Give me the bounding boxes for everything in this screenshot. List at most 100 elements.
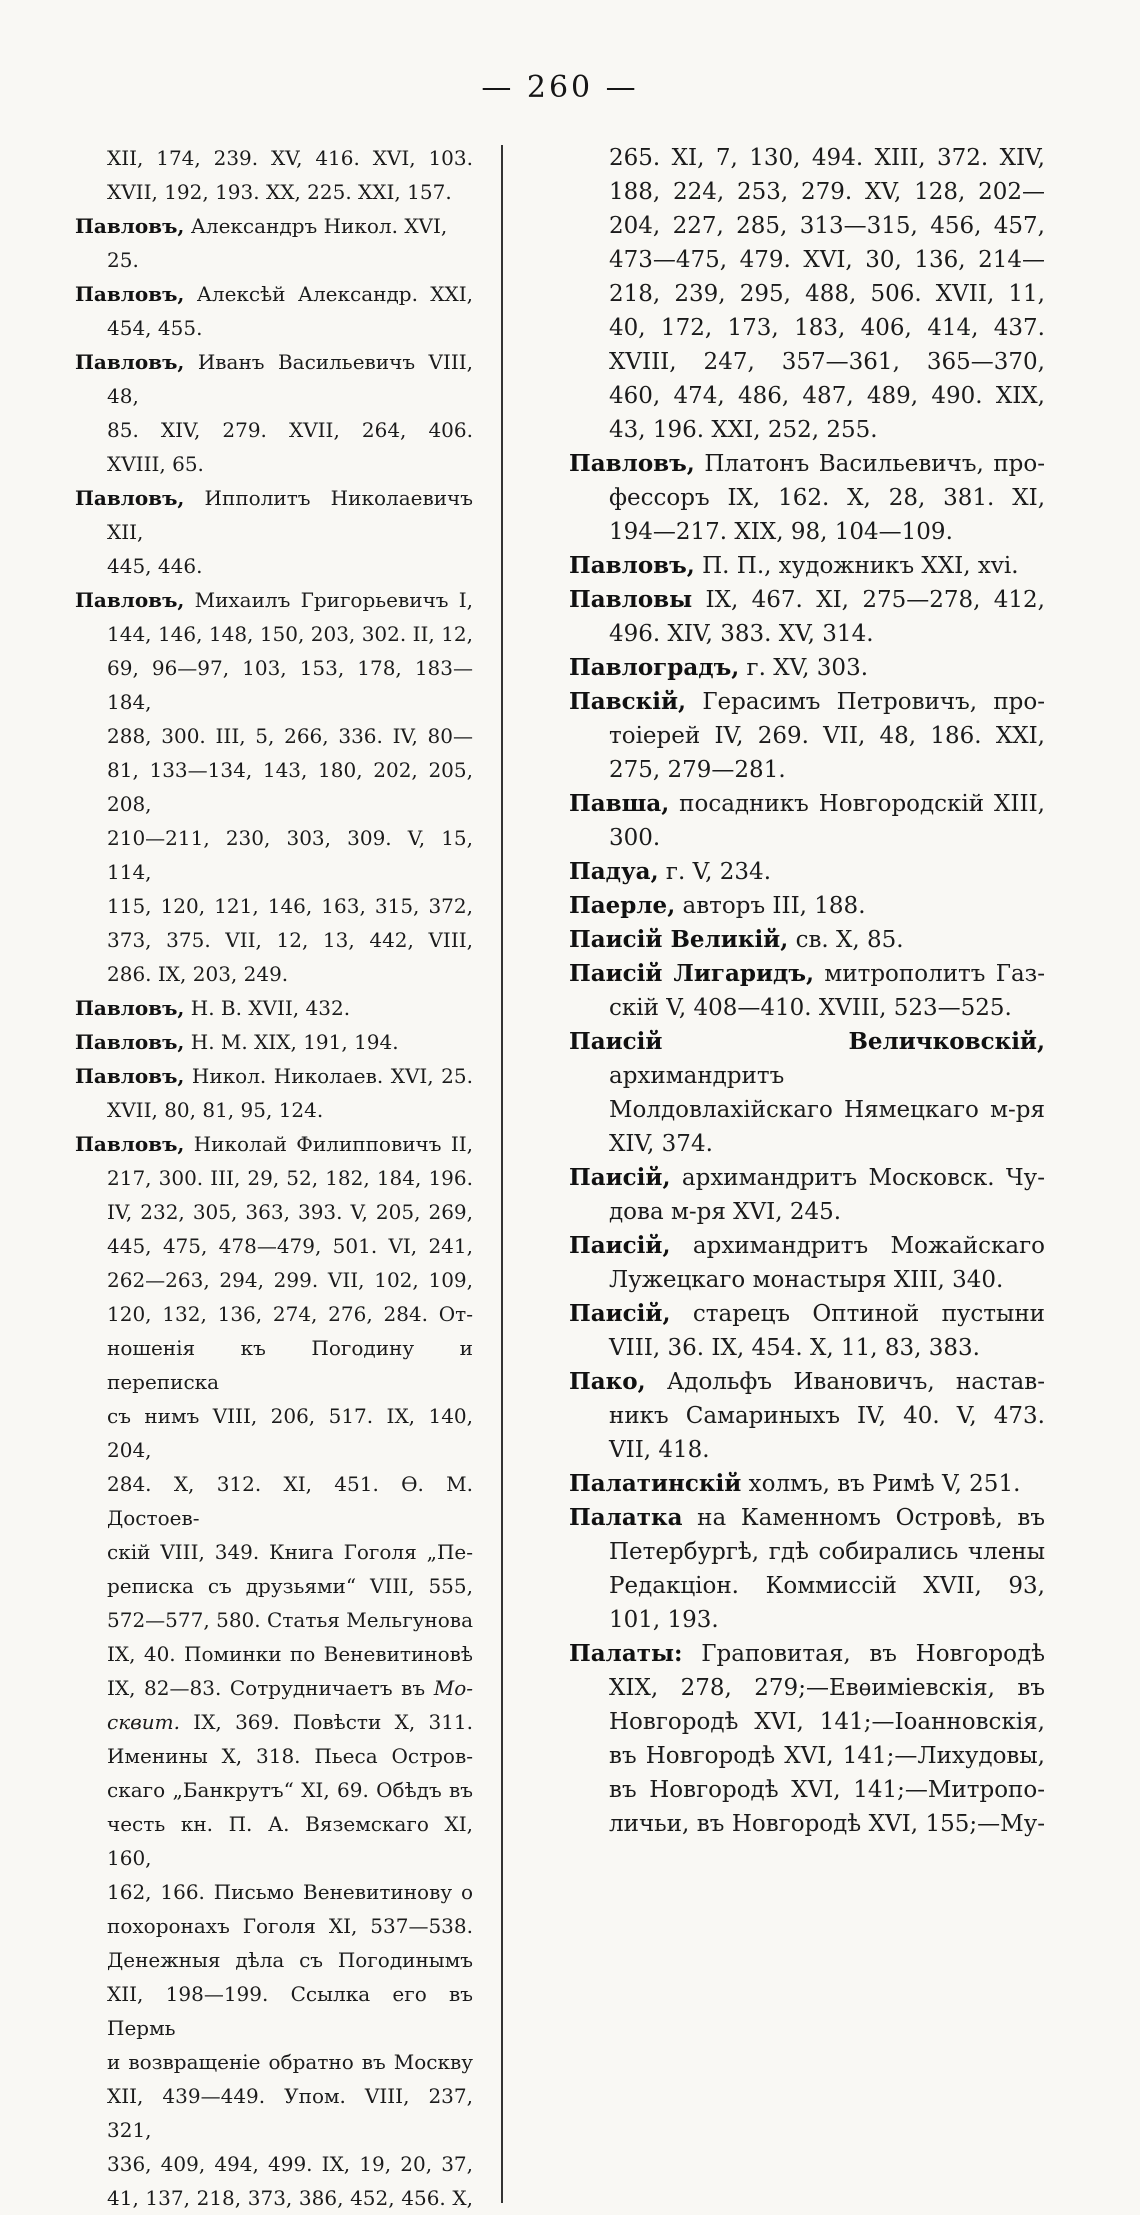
index-continuation-line: 194—217. XIX, 98, 104—109. <box>569 515 1045 549</box>
line-text: Никол. Николаев. XVI, 25. <box>184 1064 473 1088</box>
index-continuation-line: VIII, 36. IX, 454. X, 11, 83, 383. <box>569 1331 1045 1365</box>
index-continuation-line: Новгородѣ XVI, 141;—Іоанновскія, <box>569 1705 1045 1739</box>
index-continuation-line: и возвращеніе обратно въ Москву <box>75 2045 473 2079</box>
index-entry-line: Падуа, г. V, 234. <box>569 855 1045 889</box>
entry-headword: Паисій, <box>569 1300 671 1327</box>
line-text: VIII, 36. IX, 454. X, 11, 83, 383. <box>609 1335 980 1361</box>
entry-headword: Паисій Лигаридъ, <box>569 960 815 987</box>
line-text: П. П., художникъ XXI, xvi. <box>694 553 1019 579</box>
index-entry-line: Павловъ, Николай Филипповичъ II, <box>75 1127 473 1161</box>
index-continuation-line: XII, 439—449. Упом. VIII, 237, 321, <box>75 2079 473 2147</box>
index-continuation-line: 81, 133—134, 143, 180, 202, 205, 208, <box>75 753 473 821</box>
index-entry-line: Палатка на Каменномъ Островѣ, въ <box>569 1501 1045 1535</box>
index-continuation-line: въ Новгородѣ XVI, 141;—Лихудовы, <box>569 1739 1045 1773</box>
line-text: 445, 446. <box>107 554 203 578</box>
line-text: IX, 82—83. Сотрудничаетъ въ <box>107 1676 434 1700</box>
index-continuation-line: 275, 279—281. <box>569 753 1045 787</box>
index-entry-line: Павловъ, Платонъ Васильевичъ, про- <box>569 447 1045 481</box>
line-text: митрополитъ Газ- <box>814 961 1045 987</box>
index-entry-line: Палатинскій холмъ, въ Римѣ V, 251. <box>569 1467 1045 1501</box>
index-continuation-line: VII, 418. <box>569 1433 1045 1467</box>
index-entry-line: Паерле, авторъ III, 188. <box>569 889 1045 923</box>
index-continuation-line: скій VIII, 349. Книга Гоголя „Пе- <box>75 1535 473 1569</box>
entry-headword: Павловъ, <box>569 450 695 477</box>
line-text: 300. <box>609 825 661 851</box>
index-entry-line: Паисій Величковскій, архимандритъ <box>569 1025 1045 1093</box>
index-entry-line: Павловы IX, 467. XI, 275—278, 412, <box>569 583 1045 617</box>
line-text: 69, 96—97, 103, 153, 178, 183—184, <box>107 656 473 714</box>
entry-headword: Павловъ, <box>75 486 185 510</box>
line-text: Александръ Никол. XVI, 25. <box>107 214 448 272</box>
index-continuation-line: 445, 475, 478—479, 501. VI, 241, <box>75 1229 473 1263</box>
column-divider-rule <box>501 145 503 2203</box>
line-text: 454, 455. <box>107 316 203 340</box>
index-continuation-line: 41, 137, 218, 373, 386, 452, 456. X, <box>75 2181 473 2215</box>
italic-text: Мо- <box>433 1676 473 1700</box>
index-continuation-line: 69, 96—97, 103, 153, 178, 183—184, <box>75 651 473 719</box>
entry-headword: Павловъ, <box>75 214 185 238</box>
line-text: Николай Филипповичъ II, <box>184 1132 473 1156</box>
index-continuation-line: 262—263, 294, 299. VII, 102, 109, <box>75 1263 473 1297</box>
index-continuation-line: XVII, 80, 81, 95, 124. <box>75 1093 473 1127</box>
line-text: Герасимъ Петровичъ, про- <box>686 689 1045 715</box>
line-text: св. X, 85. <box>788 927 904 953</box>
index-entry-line: Павловъ, Александръ Никол. XVI, 25. <box>75 209 473 277</box>
line-text: XII, 174, 239. XV, 416. XVI, 103. <box>107 146 473 170</box>
line-text: похоронахъ Гоголя XI, 537—538. <box>107 1914 473 1938</box>
index-entry-line: Паисій, архимандритъ Московск. Чу- <box>569 1161 1045 1195</box>
index-entry-line: Павскій, Герасимъ Петровичъ, про- <box>569 685 1045 719</box>
index-continuation-line: Именины X, 318. Пьеса Остров- <box>75 1739 473 1773</box>
index-continuation-line: IV, 232, 305, 363, 393. V, 205, 269, <box>75 1195 473 1229</box>
index-continuation-line: скій V, 408—410. XVIII, 523—525. <box>569 991 1045 1025</box>
index-continuation-line: 473—475, 479. XVI, 30, 136, 214— <box>569 243 1045 277</box>
line-text: Молдовлахійскаго Нямецкаго м-ря <box>609 1097 1045 1123</box>
line-text: 81, 133—134, 143, 180, 202, 205, 208, <box>107 758 473 816</box>
index-continuation-line: Лужецкаго монастыря XIII, 340. <box>569 1263 1045 1297</box>
entry-headword: Павловъ, <box>75 1064 185 1088</box>
index-column-right: 265. XI, 7, 130, 494. XIII, 372. XIV, 188… <box>569 141 1045 2215</box>
index-continuation-line: 85. XIV, 279. XVII, 264, 406. <box>75 413 473 447</box>
index-continuation-line: 210—211, 230, 303, 309. V, 15, 114, <box>75 821 473 889</box>
line-text: въ Новгородѣ XVI, 141;—Митропо- <box>609 1777 1045 1803</box>
index-continuation-line: Петербургѣ, гдѣ собирались члены <box>569 1535 1045 1569</box>
index-entry-line: Павловъ, Иванъ Васильевичъ VIII, 48, <box>75 345 473 413</box>
line-text: Платонъ Васильевичъ, про- <box>694 451 1045 477</box>
line-text: Денежныя дѣла съ Погодинымъ <box>107 1948 473 1972</box>
line-text: скій V, 408—410. XVIII, 523—525. <box>609 995 1012 1021</box>
entry-headword: Павловъ, <box>75 588 185 612</box>
index-continuation-line: фессоръ IX, 162. X, 28, 381. XI, <box>569 481 1045 515</box>
line-text: г. V, 234. <box>658 859 771 885</box>
line-text: IX, 40. Поминки по Веневитиновѣ <box>107 1642 473 1666</box>
line-text: 445, 475, 478—479, 501. VI, 241, <box>107 1234 473 1258</box>
line-text: старецъ Оптиной пустыни <box>670 1301 1045 1327</box>
entry-headword: Павша, <box>569 790 670 817</box>
entry-headword: Паерле, <box>569 892 676 919</box>
index-continuation-line: съ нимъ VIII, 206, 517. IX, 140, 204, <box>75 1399 473 1467</box>
entry-headword: Палаты: <box>569 1640 683 1667</box>
entry-headword: Палатка <box>569 1504 683 1531</box>
line-text: XVII, 80, 81, 95, 124. <box>107 1098 324 1122</box>
entry-headword: Павскій, <box>569 688 687 715</box>
line-text: авторъ III, 188. <box>675 893 866 919</box>
index-continuation-line: никъ Самариныхъ IV, 40. V, 473. <box>569 1399 1045 1433</box>
line-text: Именины X, 318. Пьеса Остров- <box>107 1744 473 1768</box>
scanned-book-page: — 260 — XII, 174, 239. XV, 416. XVI, 103… <box>75 70 1045 2210</box>
line-text: 275, 279—281. <box>609 757 786 783</box>
line-text: Новгородѣ XVI, 141;—Іоанновскія, <box>609 1709 1045 1735</box>
index-continuation-line: 144, 146, 148, 150, 203, 302. II, 12, <box>75 617 473 651</box>
entry-headword: Павловы <box>569 586 693 613</box>
line-text: и возвращеніе обратно въ Москву <box>107 2050 473 2074</box>
index-continuation-line: 218, 239, 295, 488, 506. XVII, 11, <box>569 277 1045 311</box>
line-text: Ипполитъ Николаевичъ XII, <box>107 486 473 544</box>
line-text: г. XV, 303. <box>739 655 869 681</box>
line-text: фессоръ IX, 162. X, 28, 381. XI, <box>609 485 1045 511</box>
index-entry-line: Пако, Адольфъ Ивановичъ, настав- <box>569 1365 1045 1399</box>
line-text: 286. IX, 203, 249. <box>107 962 289 986</box>
line-text: Михаилъ Григорьевичъ I, <box>184 588 473 612</box>
line-text: 496. XIV, 383. XV, 314. <box>609 621 874 647</box>
index-entry-line: Павлоградъ, г. XV, 303. <box>569 651 1045 685</box>
line-text: XIX, 278, 279;—Евѳиміевскія, въ <box>609 1675 1045 1701</box>
index-entry-line: Паисій, архимандритъ Можайскаго <box>569 1229 1045 1263</box>
index-continuation-line: XIX, 278, 279;—Евѳиміевскія, въ <box>569 1671 1045 1705</box>
line-text: съ нимъ VIII, 206, 517. IX, 140, 204, <box>107 1404 473 1462</box>
